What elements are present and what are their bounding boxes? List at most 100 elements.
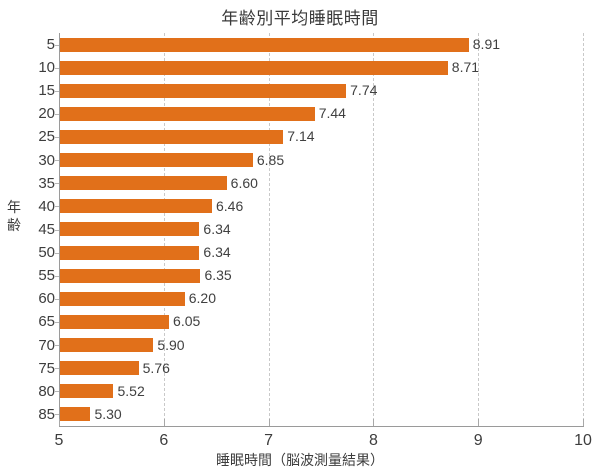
bar[interactable]	[59, 384, 114, 399]
y-axis-tick-mark	[55, 206, 59, 208]
y-axis-tick-mark	[55, 160, 59, 162]
x-axis-tick-label: 10	[574, 432, 592, 449]
y-axis-tick-label: 15	[38, 82, 55, 100]
bar[interactable]	[59, 130, 284, 145]
x-axis-tick-label: 8	[368, 432, 378, 449]
y-axis-tick-label: 5	[46, 36, 55, 53]
bar[interactable]	[59, 338, 154, 353]
bar-value-label: 6.34	[203, 244, 231, 261]
x-axis-title: 睡眠時間（脳波測量結果）	[216, 452, 384, 468]
gridline-9	[478, 33, 480, 426]
bar[interactable]	[59, 153, 253, 168]
x-axis-tick-mark	[163, 419, 165, 426]
y-axis-tick-mark	[55, 252, 59, 254]
bar-value-label: 6.46	[216, 197, 244, 214]
y-axis-tick-label: 50	[38, 244, 55, 262]
y-axis-tick-mark	[55, 275, 59, 277]
bar-value-label: 5.52	[117, 382, 145, 399]
y-axis-tick-mark	[55, 321, 59, 323]
x-axis-tick-label: 5	[54, 432, 64, 449]
bar-row[interactable]: 5.52	[59, 380, 583, 403]
bar[interactable]	[59, 268, 201, 283]
x-axis-tick-mark	[478, 419, 480, 426]
y-axis-tick-label: 70	[38, 336, 55, 354]
y-axis-tick-mark	[55, 229, 59, 231]
chart-title: 年齢別平均睡眠時間	[221, 9, 379, 28]
y-axis-tick-label: 30	[38, 151, 55, 169]
y-axis-tick-mark	[55, 345, 59, 347]
y-axis-tick-label: 55	[38, 267, 55, 285]
bar[interactable]	[59, 60, 448, 75]
x-axis-tick-label: 6	[159, 432, 169, 449]
bar-row[interactable]: 8.91	[59, 33, 583, 56]
y-axis-tick-label: 45	[38, 220, 55, 238]
y-axis-tick-mark	[55, 414, 59, 416]
bar[interactable]	[59, 106, 315, 121]
bar[interactable]	[59, 245, 200, 260]
bar-value-label: 6.05	[173, 313, 201, 330]
bar-row[interactable]: 6.05	[59, 310, 583, 333]
x-axis-tick-mark	[268, 419, 270, 426]
bar-row[interactable]: 5.30	[59, 403, 583, 426]
y-axis-tick-label: 25	[38, 128, 55, 146]
bar[interactable]	[59, 83, 347, 98]
x-axis-tick-label: 7	[264, 432, 274, 449]
bar-row[interactable]: 7.14	[59, 125, 583, 148]
bar-row[interactable]: 6.34	[59, 218, 583, 241]
x-axis-tick-mark	[583, 419, 584, 426]
y-axis-tick-mark	[55, 137, 59, 139]
y-axis-title: 年 齢	[4, 198, 24, 234]
y-axis-tick-label: 40	[38, 197, 55, 215]
y-axis-line	[59, 33, 60, 426]
y-axis-tick-label: 10	[38, 59, 55, 77]
bar-value-label: 6.85	[256, 151, 285, 168]
bar-row[interactable]: 6.85	[59, 149, 583, 172]
bar-row[interactable]: 6.46	[59, 195, 583, 218]
y-axis-tick-label: 60	[38, 290, 55, 308]
y-axis-tick-mark	[55, 113, 59, 115]
y-axis-title-char-2: 齢	[7, 217, 21, 233]
x-axis-tick-label: 9	[473, 432, 483, 449]
bar-row[interactable]: 7.74	[59, 79, 583, 102]
y-axis-tick-label: 85	[38, 405, 55, 423]
y-axis-tick-mark	[55, 368, 59, 370]
bar-row[interactable]: 6.60	[59, 172, 583, 195]
y-axis-ticks: 5 10 15 20 25 30 35 40 45 50 55 60 65 70 75 80 85	[0, 33, 59, 426]
plot-area: 8.91 8.71 7.74 7.44 7.14 6.85 6.60 6.46 6.34 6.34…	[59, 33, 584, 426]
bar-value-label: 5.30	[94, 405, 122, 422]
y-axis-tick-mark	[55, 298, 59, 300]
bar-row[interactable]: 6.34	[59, 241, 583, 264]
bar-value-label: 8.91	[472, 36, 501, 52]
bar[interactable]	[59, 176, 227, 191]
bar-row[interactable]: 8.71	[59, 56, 583, 79]
gridline-7	[268, 33, 270, 426]
bar-value-label: 5.90	[157, 336, 185, 353]
bar[interactable]	[59, 291, 185, 306]
bar-row[interactable]: 6.20	[59, 287, 583, 310]
bar-value-label: 7.44	[318, 105, 346, 122]
bar-row[interactable]: 5.76	[59, 357, 583, 380]
y-axis-title-char-1: 年	[7, 199, 21, 215]
bar-row[interactable]: 7.44	[59, 102, 583, 125]
y-axis-tick-label: 65	[38, 313, 55, 331]
bar-value-label: 7.74	[350, 82, 378, 99]
bar[interactable]	[59, 361, 139, 376]
bar[interactable]	[59, 314, 170, 329]
bar-value-label: 5.76	[142, 359, 170, 376]
bar-value-label: 7.14	[287, 128, 315, 145]
bar[interactable]	[59, 199, 212, 214]
gridline-10	[583, 33, 584, 426]
y-axis-tick-mark	[55, 183, 59, 185]
bar[interactable]	[59, 407, 91, 422]
y-axis-tick-mark	[55, 391, 59, 393]
bar[interactable]	[59, 37, 469, 52]
y-axis-tick-mark	[55, 44, 59, 46]
x-axis-tick-mark	[59, 419, 60, 426]
bar-row[interactable]: 5.90	[59, 334, 583, 357]
gridline-8	[373, 33, 375, 426]
bar-value-label: 6.34	[203, 220, 231, 237]
bar[interactable]	[59, 222, 200, 237]
x-axis-line	[59, 426, 584, 427]
bar-row[interactable]: 6.35	[59, 264, 583, 287]
y-axis-tick-label: 20	[38, 105, 55, 123]
